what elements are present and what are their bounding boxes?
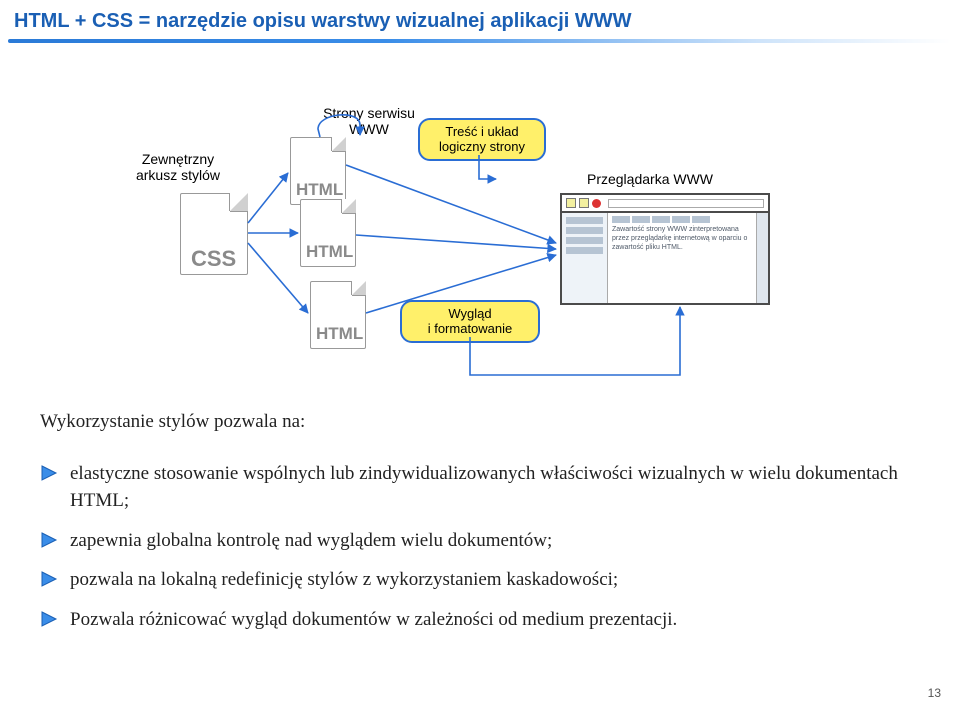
browser-body-text: Zawartość strony WWW zinterpretowana prz… [612, 226, 752, 252]
bullet-item: elastyczne stosowanie wspólnych lub zind… [40, 454, 899, 521]
callout-looks: Wyglądi formatowanie [400, 300, 540, 343]
address-bar [608, 199, 764, 208]
browser-chrome [562, 195, 768, 213]
page-number: 13 [928, 686, 941, 700]
bullet-list: elastyczne stosowanie wspólnych lub zind… [40, 454, 899, 640]
nav-back-icon [566, 198, 576, 208]
bullet-text: pozwala na lokalną redefinicję stylów z … [70, 566, 618, 594]
bullet-icon [40, 610, 58, 628]
bullet-text: zapewnia globalna kontrolę nad wyglądem … [70, 527, 552, 555]
bullet-item: Pozwala różnicować wygląd dokumentów w z… [40, 600, 899, 640]
file-label: HTML [296, 180, 343, 200]
file-html-icon: HTML [310, 281, 366, 349]
callout-content-layout: Treść i układlogiczny strony [418, 118, 546, 161]
nav-stop-icon [592, 199, 601, 208]
bullet-item: pozwala na lokalną redefinicję stylów z … [40, 560, 899, 600]
bullet-icon [40, 464, 58, 482]
file-css-icon: CSS [180, 193, 248, 275]
slide-title: HTML + CSS = narzędzie opisu warstwy wiz… [0, 0, 959, 39]
bullet-icon [40, 570, 58, 588]
browser-scroll [756, 213, 768, 303]
browser-body: Zawartość strony WWW zinterpretowana prz… [608, 213, 756, 303]
body-text: Wykorzystanie stylów pozwala na: elastyc… [40, 408, 899, 639]
browser-sidebar [562, 213, 608, 303]
file-label: HTML [316, 324, 363, 344]
bullet-item: zapewnia globalna kontrolę nad wyglądem … [40, 521, 899, 561]
diagram-area: Zewnętrznyarkusz stylów Strony serwisuWW… [0, 45, 959, 355]
file-html-icon: HTML [290, 137, 346, 205]
body-heading: Wykorzystanie stylów pozwala na: [40, 408, 899, 436]
bullet-text: elastyczne stosowanie wspólnych lub zind… [70, 460, 899, 515]
label-browser: Przeglądarka WWW [560, 171, 740, 187]
label-external-css: Zewnętrznyarkusz stylów [118, 151, 238, 183]
file-html-icon: HTML [300, 199, 356, 267]
bullet-icon [40, 531, 58, 549]
browser-mock: Zawartość strony WWW zinterpretowana prz… [560, 193, 770, 305]
file-label: HTML [306, 242, 353, 262]
file-label: CSS [191, 246, 236, 272]
nav-fwd-icon [579, 198, 589, 208]
label-site-pages: Strony serwisuWWW [304, 105, 434, 137]
bullet-text: Pozwala różnicować wygląd dokumentów w z… [70, 606, 677, 634]
